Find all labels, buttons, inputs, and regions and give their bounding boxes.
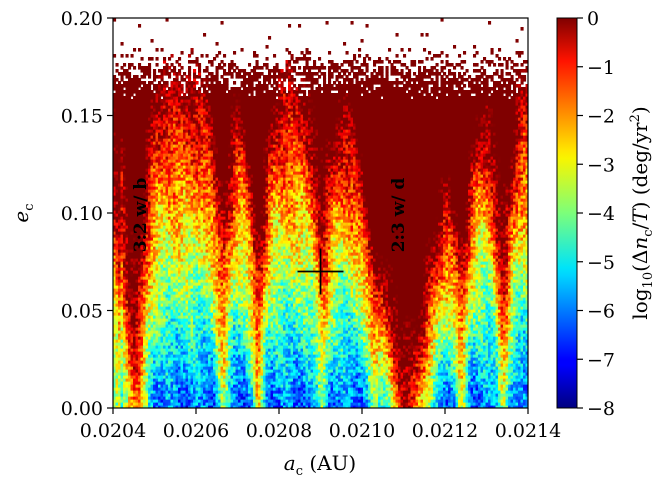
heatmap — [113, 18, 529, 409]
